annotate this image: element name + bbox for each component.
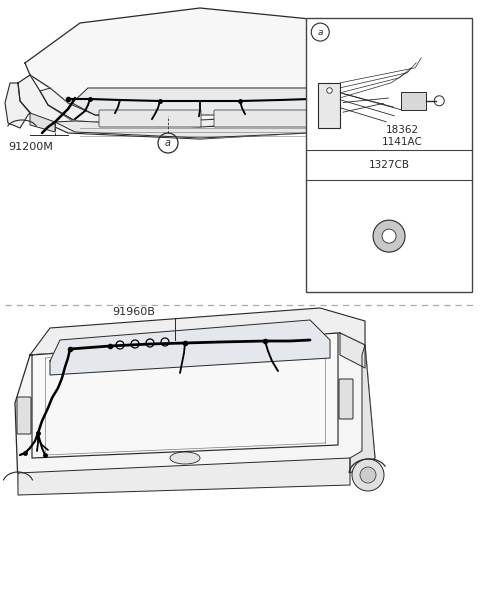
Polygon shape [30,113,55,132]
Polygon shape [30,308,365,355]
Polygon shape [15,333,375,485]
Polygon shape [340,333,365,368]
Text: 1327CB: 1327CB [369,160,409,170]
FancyBboxPatch shape [99,110,201,127]
Text: 18362: 18362 [386,125,419,135]
Text: a: a [165,138,171,148]
Polygon shape [32,333,338,458]
Polygon shape [375,93,398,125]
FancyBboxPatch shape [214,110,326,127]
Text: 91200M: 91200M [8,142,53,152]
FancyBboxPatch shape [17,397,31,434]
Polygon shape [25,8,370,120]
Polygon shape [72,88,340,115]
Text: a: a [317,28,323,37]
Polygon shape [5,83,30,128]
Polygon shape [55,120,350,138]
Bar [401,92,426,110]
Polygon shape [40,78,370,127]
Ellipse shape [170,452,200,464]
Circle shape [382,229,396,243]
FancyBboxPatch shape [339,379,353,419]
Bar [306,18,472,292]
Polygon shape [18,75,395,139]
Circle shape [360,467,376,483]
Text: 91960B: 91960B [112,307,155,317]
Bar [318,83,340,128]
Text: 1141AC: 1141AC [382,137,423,147]
Circle shape [373,220,405,252]
FancyBboxPatch shape [354,74,374,86]
Polygon shape [50,320,330,375]
Polygon shape [350,345,375,473]
Circle shape [352,459,384,491]
Polygon shape [350,115,378,133]
Polygon shape [18,458,350,495]
